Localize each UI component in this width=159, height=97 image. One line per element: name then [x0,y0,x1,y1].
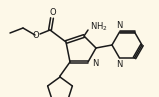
Text: N: N [116,60,123,69]
Text: NH$_2$: NH$_2$ [90,21,107,33]
Text: O: O [32,32,39,41]
Text: N: N [116,21,123,30]
Text: O: O [50,8,56,17]
Text: N: N [92,58,98,68]
